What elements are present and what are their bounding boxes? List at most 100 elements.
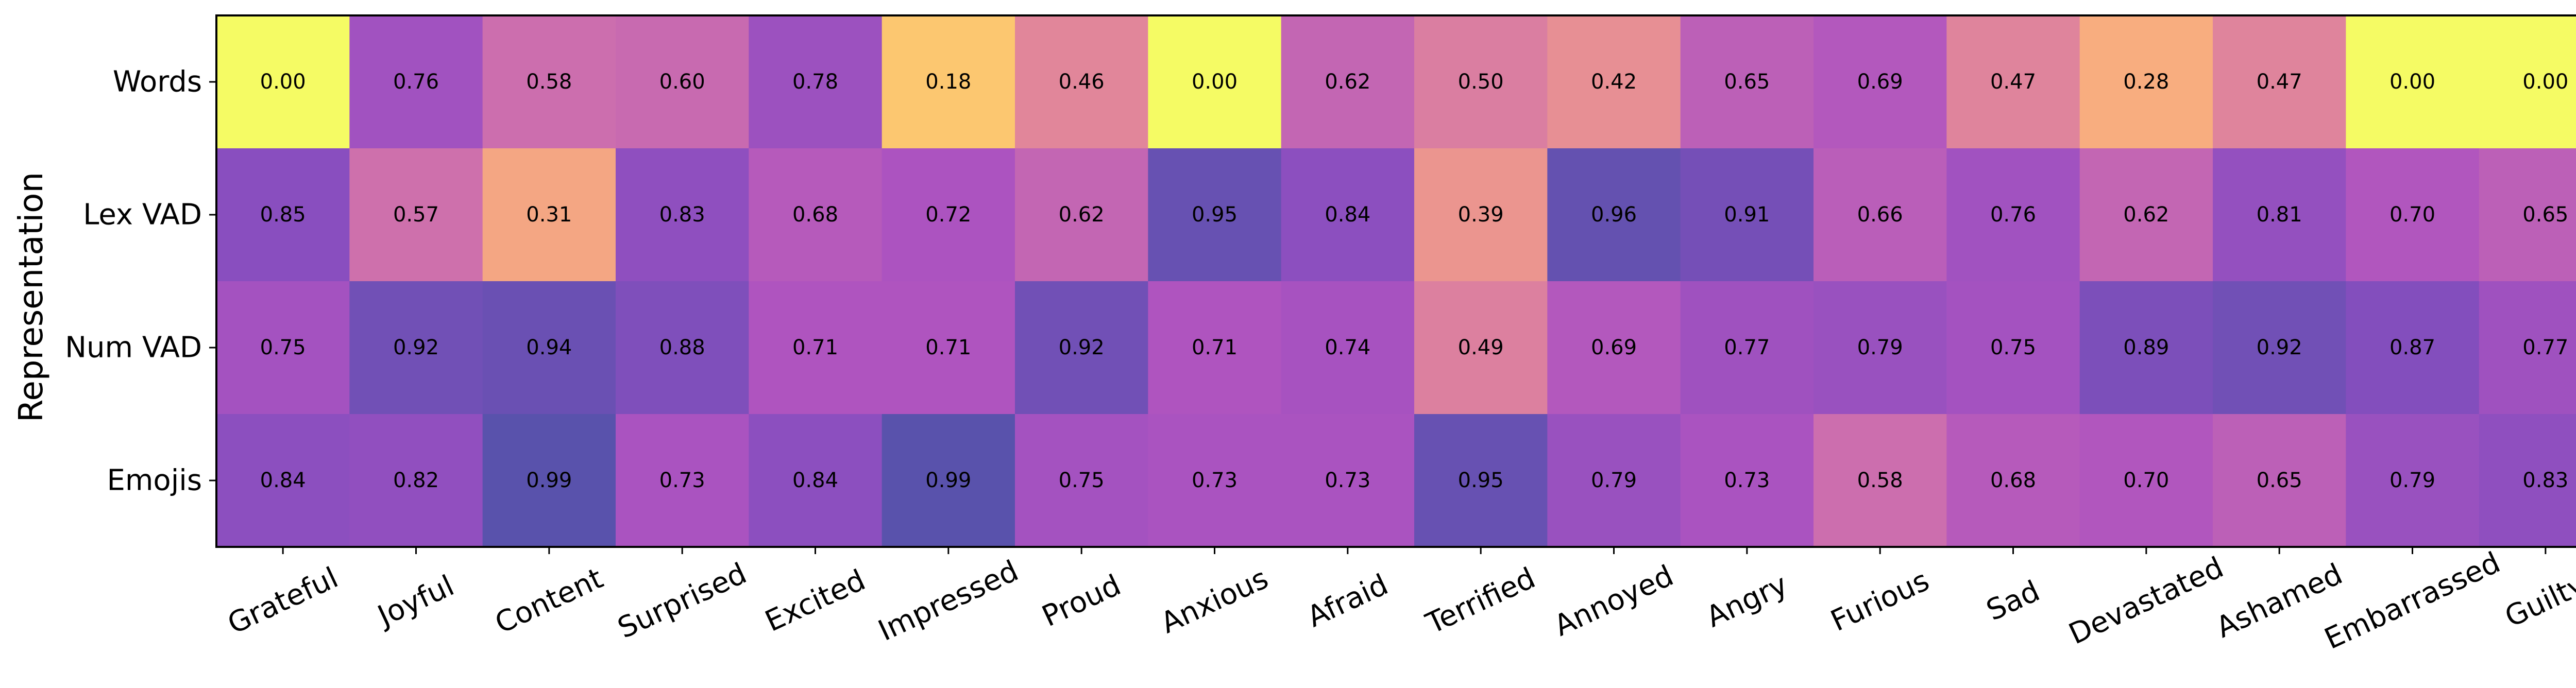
cell-value-label: 0.89	[2123, 336, 2169, 359]
heatmap-cell	[1281, 414, 1415, 547]
heatmap-cell	[1814, 414, 1947, 547]
heatmap-cell	[749, 15, 883, 149]
x-tick-label: Excited	[760, 563, 870, 639]
cell-value-label: 0.62	[2123, 203, 2169, 227]
heatmap-cell	[1946, 15, 2080, 149]
cell-value-label: 0.00	[2522, 70, 2568, 94]
cell-value-label: 0.99	[526, 469, 572, 492]
heatmap-cell	[482, 15, 616, 149]
cell-value-label: 0.87	[2389, 336, 2435, 359]
cell-value-label: 0.73	[1325, 469, 1370, 492]
cell-value-label: 0.28	[2123, 70, 2169, 94]
heatmap-cell	[616, 414, 749, 547]
plot-frame	[215, 14, 2576, 548]
cell-value-label: 0.92	[393, 336, 439, 359]
heatmap-cell	[2079, 15, 2213, 149]
x-tick-label: Angry	[1701, 568, 1792, 634]
cell-value-label: 0.62	[1325, 70, 1370, 94]
cell-value-label: 0.62	[1059, 203, 1105, 227]
cell-value-label: 0.46	[1059, 70, 1105, 94]
cell-value-label: 0.71	[1192, 336, 1238, 359]
cell-value-label: 0.84	[792, 469, 838, 492]
y-tick-label: Emojis	[107, 464, 202, 497]
cell-value-label: 0.73	[1192, 469, 1238, 492]
cell-value-label: 0.65	[2257, 469, 2302, 492]
heatmap-cell	[2479, 414, 2576, 547]
x-tick-label: Furious	[1826, 564, 1935, 638]
cell-value-label: 0.95	[1458, 469, 1504, 492]
heatmap-cell	[216, 148, 350, 282]
cell-value-label: 0.60	[659, 70, 705, 94]
heatmap-cell	[749, 414, 883, 547]
heatmap-cell	[1414, 148, 1548, 282]
heatmap-cell	[2346, 148, 2480, 282]
cell-value-label: 0.75	[260, 336, 306, 359]
cell-value-label: 0.74	[1325, 336, 1370, 359]
heatmap-cell	[616, 281, 749, 415]
cell-value-label: 0.77	[2522, 336, 2568, 359]
heatmap-cell	[1680, 15, 1814, 149]
cell-value-label: 0.00	[1192, 70, 1238, 94]
heatmap-cell	[2479, 148, 2576, 282]
x-tick-label: Afraid	[1302, 568, 1394, 634]
heatmap-cell	[216, 414, 350, 547]
cell-value-label: 0.18	[925, 70, 971, 94]
heatmap-cell	[349, 15, 483, 149]
heatmap-cell	[216, 15, 350, 149]
y-tick-label: Lex VAD	[83, 198, 202, 232]
x-tick-label: Embarrassed	[2319, 546, 2505, 656]
cell-value-label: 0.72	[925, 203, 971, 227]
heatmap-cell	[2479, 15, 2576, 149]
heatmap-cell	[1414, 414, 1548, 547]
cell-value-label: 0.73	[659, 469, 705, 492]
x-tick-label: Devastated	[2064, 551, 2229, 651]
cell-value-label: 0.81	[2257, 203, 2302, 227]
x-tick-label: Annoyed	[1549, 559, 1679, 643]
cell-value-label: 0.68	[1990, 469, 2036, 492]
heatmap-cell	[882, 281, 1015, 415]
heatmap-cell	[749, 148, 883, 282]
cell-value-label: 0.71	[925, 336, 971, 359]
heatmap-cell	[1547, 281, 1681, 415]
x-tick-label: Guilty	[2500, 568, 2576, 634]
cell-value-label: 0.69	[1857, 70, 1903, 94]
cell-value-label: 0.70	[2123, 469, 2169, 492]
heatmap-cell	[216, 281, 350, 415]
cell-value-label: 0.84	[260, 469, 306, 492]
heatmap-cell	[1814, 148, 1947, 282]
cell-value-label: 0.39	[1458, 203, 1504, 227]
cell-value-label: 0.65	[2522, 203, 2568, 227]
heatmap-cell	[2346, 15, 2480, 149]
cell-value-label: 0.94	[526, 336, 572, 359]
heatmap-cell	[2079, 414, 2213, 547]
cell-value-label: 0.65	[1724, 70, 1770, 94]
cell-value-label: 0.76	[1990, 203, 2036, 227]
x-tick-label: Content	[490, 561, 608, 640]
heatmap-cell	[2213, 414, 2346, 547]
cell-value-label: 0.82	[393, 469, 439, 492]
cell-value-label: 0.79	[1591, 469, 1637, 492]
heatmap-cell	[616, 148, 749, 282]
heatmap-cell	[1814, 281, 1947, 415]
heatmap-cell	[2213, 148, 2346, 282]
cell-value-label: 0.47	[1990, 70, 2036, 94]
heatmap-cell	[1015, 148, 1148, 282]
cell-value-label: 0.91	[1724, 203, 1770, 227]
cell-value-label: 0.73	[1724, 469, 1770, 492]
cell-value-label: 0.88	[659, 336, 705, 359]
x-tick-label: Sad	[1981, 574, 2045, 627]
heatmap-cell	[482, 414, 616, 547]
x-tick-label: Impressed	[873, 554, 1023, 648]
cell-value-label: 0.70	[2389, 203, 2435, 227]
heatmap-cell	[2346, 414, 2480, 547]
heatmap-cell	[1547, 148, 1681, 282]
cell-value-label: 0.68	[792, 203, 838, 227]
heatmap-cell	[1814, 15, 1947, 149]
heatmap-cell	[349, 414, 483, 547]
heatmap-cell	[882, 15, 1015, 149]
cell-value-label: 0.99	[925, 469, 971, 492]
y-axis-label: Representation	[12, 172, 50, 422]
cell-value-label: 0.76	[393, 70, 439, 94]
cell-value-label: 0.78	[792, 70, 838, 94]
